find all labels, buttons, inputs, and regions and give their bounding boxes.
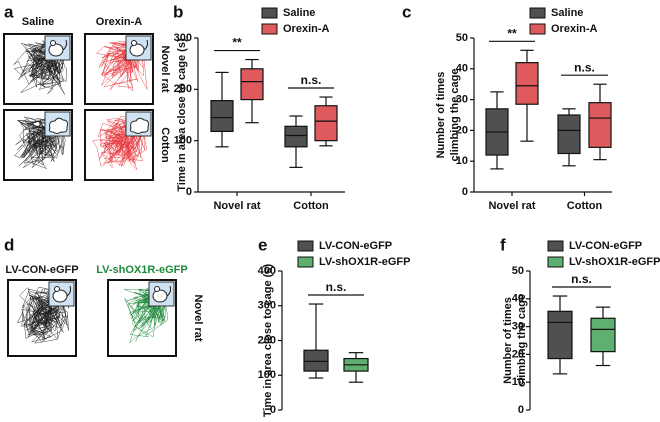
- box: [303, 349, 329, 372]
- x-tick-label: Cotton: [567, 200, 603, 212]
- box: [557, 114, 581, 155]
- y-tick-label: 10: [512, 376, 524, 388]
- row-label: Novel rat: [192, 294, 204, 341]
- y-tick-label: 40: [512, 293, 524, 305]
- box: [314, 105, 338, 142]
- panel-letter: c: [402, 2, 411, 21]
- y-tick-label: 400: [258, 265, 276, 277]
- y-tick-label: 50: [456, 32, 468, 44]
- legend-label: Orexin-A: [283, 23, 330, 35]
- arena: [7, 279, 77, 357]
- legend-label: LV-CON-eGFP: [319, 240, 392, 252]
- significance-label: n.s.: [326, 280, 347, 294]
- rat-ear: [54, 286, 60, 292]
- rat-tail: [143, 39, 149, 51]
- box: [284, 125, 308, 148]
- box: [240, 68, 264, 101]
- y-axis-label: climbing the cage: [449, 69, 461, 162]
- y-tick-label: 0: [186, 186, 192, 198]
- y-tick-label: 30: [512, 321, 524, 333]
- panel-letter: f: [500, 235, 506, 254]
- legend-swatch: [547, 240, 564, 252]
- rat-icon: [52, 289, 68, 303]
- legend-swatch: [529, 23, 546, 35]
- box: [547, 310, 573, 360]
- y-axis-label: Number of times: [502, 297, 514, 384]
- legend-label: LV-shOX1R-eGFP: [319, 256, 410, 268]
- y-tick-label: 300: [174, 32, 192, 44]
- panel-letter: e: [258, 235, 267, 254]
- rat-tail: [66, 285, 72, 297]
- significance-label: **: [232, 36, 242, 50]
- arena: [3, 109, 73, 181]
- cotton-icon: [48, 117, 68, 134]
- panel-letter: d: [4, 235, 14, 254]
- x-tick-label: Novel rat: [488, 200, 535, 212]
- row-label: Novel rat: [159, 45, 171, 92]
- legend-swatch: [261, 7, 278, 19]
- y-tick-label: 0: [462, 186, 468, 198]
- box: [590, 317, 616, 353]
- y-tick-label: 0: [270, 404, 276, 416]
- y-tick-label: 100: [174, 135, 192, 147]
- y-tick-label: 200: [174, 83, 192, 95]
- y-axis-label: climbing the cage: [516, 294, 528, 387]
- y-axis-label: Number of times: [435, 72, 447, 159]
- y-tick-label: 0: [518, 404, 524, 416]
- legend-label: LV-shOX1R-eGFP: [569, 256, 660, 268]
- row-label: Cotton: [159, 127, 171, 163]
- y-axis-label: Time in area close to cage (s): [262, 264, 274, 418]
- rat-ear: [131, 40, 137, 46]
- panel-letter: a: [4, 2, 14, 21]
- significance-label: **: [507, 26, 517, 40]
- rat-icon: [129, 43, 145, 57]
- x-tick-label: Cotton: [293, 200, 329, 212]
- legend-swatch: [297, 240, 314, 252]
- significance-label: n.s.: [571, 272, 592, 286]
- box: [210, 100, 234, 133]
- significance-label: n.s.: [574, 60, 595, 74]
- y-tick-label: 20: [512, 348, 524, 360]
- legend-swatch: [547, 256, 564, 268]
- legend-label: Saline: [551, 7, 583, 19]
- column-label: LV-shOX1R-eGFP: [96, 264, 187, 276]
- y-tick-label: 50: [512, 265, 524, 277]
- rat-ear: [154, 286, 160, 292]
- legend-label: LV-CON-eGFP: [569, 240, 642, 252]
- box: [588, 102, 612, 148]
- rat-tail: [62, 39, 68, 51]
- y-tick-label: 40: [456, 63, 468, 75]
- rat-icon: [48, 43, 64, 57]
- legend-swatch: [297, 256, 314, 268]
- track-trace: [16, 286, 69, 344]
- arena: [84, 109, 154, 181]
- legend-label: Saline: [283, 7, 315, 19]
- legend-swatch: [529, 7, 546, 19]
- cotton-icon: [129, 117, 149, 134]
- rat-icon: [152, 289, 168, 303]
- legend-swatch: [261, 23, 278, 35]
- column-label: Saline: [22, 16, 54, 28]
- legend-label: Orexin-A: [551, 23, 598, 35]
- column-label: LV-CON-eGFP: [5, 264, 78, 276]
- track-trace: [123, 287, 169, 344]
- y-tick-label: 100: [258, 369, 276, 381]
- y-tick-label: 300: [258, 300, 276, 312]
- significance-label: n.s.: [301, 73, 322, 87]
- x-tick-label: Novel rat: [213, 200, 260, 212]
- arena: [84, 33, 154, 105]
- panel-letter: b: [173, 2, 183, 21]
- rat-tail: [166, 285, 172, 297]
- arena: [3, 33, 73, 105]
- y-tick-label: 20: [456, 124, 468, 136]
- y-tick-label: 10: [456, 155, 468, 167]
- rat-ear: [50, 40, 56, 46]
- y-tick-label: 200: [258, 334, 276, 346]
- y-axis-label: Time in area close to cage (s): [176, 38, 188, 192]
- box: [515, 62, 539, 105]
- column-label: Orexin-A: [96, 16, 143, 28]
- arena: [107, 279, 177, 357]
- y-tick-label: 30: [456, 94, 468, 106]
